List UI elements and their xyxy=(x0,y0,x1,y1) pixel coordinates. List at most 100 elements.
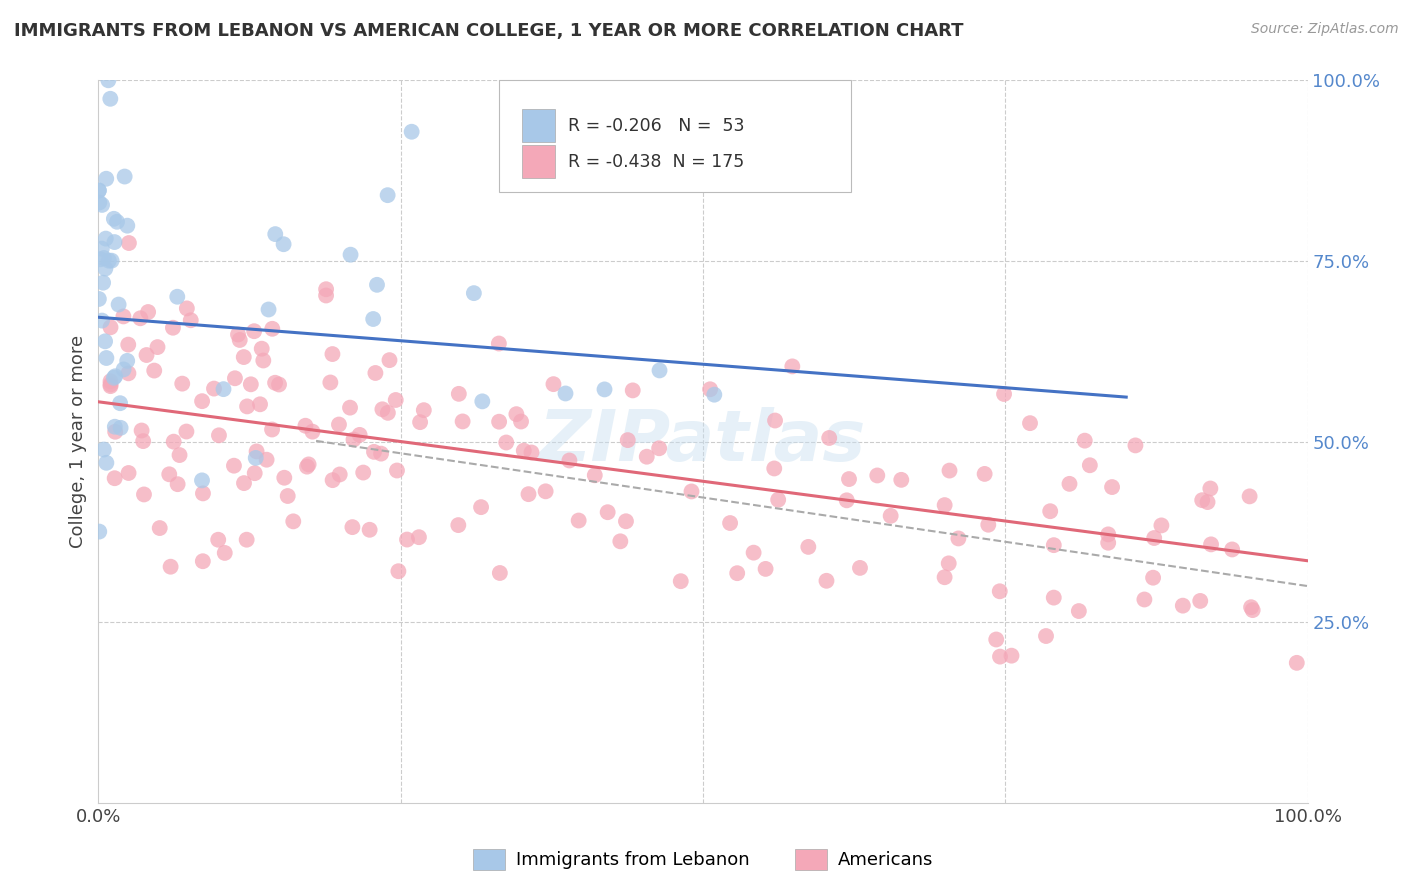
Point xyxy=(361,312,384,326)
Point xyxy=(1285,656,1308,670)
Point xyxy=(191,486,214,500)
Point xyxy=(366,277,388,292)
Point xyxy=(510,415,533,429)
Point xyxy=(412,403,434,417)
Point xyxy=(495,435,517,450)
Point xyxy=(252,353,274,368)
Point xyxy=(938,464,960,478)
Point xyxy=(1039,504,1062,518)
Point xyxy=(328,417,350,432)
Point xyxy=(349,428,371,442)
Point xyxy=(699,382,721,396)
Point xyxy=(558,453,581,467)
Point xyxy=(97,73,120,87)
Point xyxy=(91,198,114,212)
Point xyxy=(1143,531,1166,545)
Point xyxy=(849,561,872,575)
Point xyxy=(554,386,576,401)
Point xyxy=(1199,482,1222,496)
Point xyxy=(648,363,671,377)
Point xyxy=(250,342,273,356)
Point xyxy=(166,477,188,491)
Point xyxy=(401,125,423,139)
Point xyxy=(176,301,198,316)
Y-axis label: College, 1 year or more: College, 1 year or more xyxy=(69,335,87,548)
Point xyxy=(1097,527,1119,541)
Point xyxy=(1150,518,1173,533)
Point xyxy=(1074,434,1097,448)
Point xyxy=(212,382,235,396)
Point xyxy=(342,520,364,534)
Point xyxy=(1142,571,1164,585)
Point xyxy=(378,353,401,368)
Point xyxy=(614,514,637,528)
Point xyxy=(988,649,1011,664)
Point xyxy=(1042,591,1064,605)
Point xyxy=(866,468,889,483)
Point xyxy=(135,348,157,362)
Text: Source: ZipAtlas.com: Source: ZipAtlas.com xyxy=(1251,22,1399,37)
Point xyxy=(1035,629,1057,643)
Point xyxy=(262,322,284,336)
Point xyxy=(226,327,249,342)
Point xyxy=(988,584,1011,599)
Point xyxy=(763,461,786,475)
Point xyxy=(517,487,540,501)
Point xyxy=(815,574,838,588)
Point xyxy=(818,431,841,445)
Point xyxy=(146,340,169,354)
Point xyxy=(408,530,430,544)
Point xyxy=(108,396,131,410)
Point xyxy=(322,473,344,487)
Point xyxy=(93,251,115,265)
Point xyxy=(257,302,280,317)
Point xyxy=(583,468,606,483)
Point xyxy=(471,394,494,409)
Point xyxy=(264,227,287,241)
Point xyxy=(359,523,381,537)
Point xyxy=(1097,535,1119,549)
Point xyxy=(339,401,361,415)
Point xyxy=(301,425,323,439)
Point xyxy=(1125,438,1147,452)
Point xyxy=(91,313,114,327)
Point xyxy=(118,235,141,250)
Point xyxy=(132,434,155,449)
Text: R = -0.438  N = 175: R = -0.438 N = 175 xyxy=(568,153,744,170)
Point xyxy=(191,474,214,488)
Point xyxy=(1240,600,1263,615)
Point xyxy=(352,466,374,480)
Point xyxy=(267,377,290,392)
Point xyxy=(105,215,128,229)
Point xyxy=(103,235,125,249)
Point xyxy=(447,518,470,533)
Point xyxy=(1220,542,1243,557)
Point xyxy=(636,450,658,464)
Point xyxy=(100,379,122,393)
Point xyxy=(98,92,121,106)
Point xyxy=(100,377,122,392)
Point xyxy=(782,359,804,374)
Point xyxy=(948,532,970,546)
Point xyxy=(329,467,352,482)
Point xyxy=(505,407,527,421)
Point xyxy=(463,286,485,301)
Point xyxy=(208,428,231,442)
Point xyxy=(96,456,118,470)
Point xyxy=(1000,648,1022,663)
Point xyxy=(513,443,536,458)
Point xyxy=(725,566,748,581)
Point xyxy=(648,442,671,456)
Point xyxy=(763,413,786,427)
Point xyxy=(131,424,153,438)
Point xyxy=(593,383,616,397)
Point xyxy=(96,171,118,186)
Point xyxy=(319,376,342,390)
Point xyxy=(117,367,139,381)
Point xyxy=(993,387,1015,401)
Point xyxy=(89,524,111,539)
Point xyxy=(90,242,112,256)
Point xyxy=(104,369,127,384)
Point xyxy=(246,444,269,458)
Point xyxy=(110,421,132,435)
